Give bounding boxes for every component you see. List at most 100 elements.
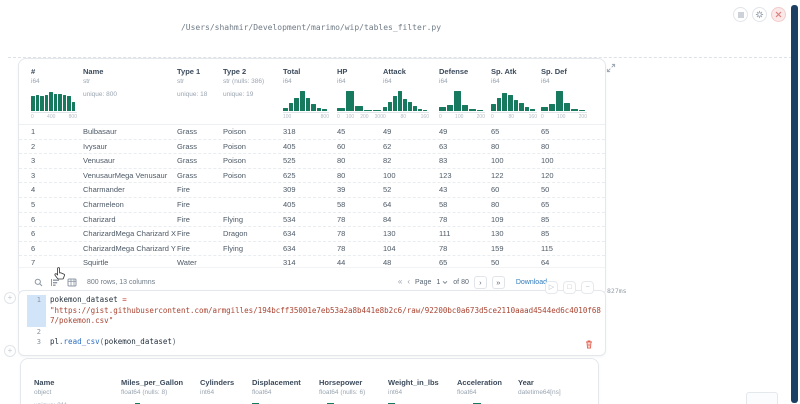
first-page-button[interactable]: «	[397, 277, 403, 286]
table-cell: 7	[31, 258, 36, 268]
column-header-col[interactable]: # i64 0 400 800	[31, 66, 83, 124]
column-name: Attack	[383, 67, 406, 76]
column-header-cylinders[interactable]: Cylinders int64	[200, 377, 252, 404]
column-name: Year	[518, 378, 534, 387]
code-editor[interactable]: 1 pokemon_dataset = "https://gist.githubus…	[18, 290, 606, 356]
last-page-button[interactable]: »	[491, 275, 505, 289]
column-header-type-1[interactable]: Type 1 str unique: 18	[177, 66, 223, 124]
column-name: Displacement	[252, 378, 301, 387]
column-header-weight-in-lbs[interactable]: Weight_in_lbs int64	[388, 377, 457, 404]
table-cell: 52	[383, 185, 392, 195]
next-page-button[interactable]: ›	[473, 275, 487, 289]
column-name: Type 2	[223, 67, 247, 76]
code-text: pl.read_csv(pokemon_dataset)	[50, 337, 177, 346]
table-cell: 525	[283, 156, 296, 166]
expand-output-icon[interactable]	[606, 63, 616, 73]
collapse-cell-button[interactable]: −	[581, 281, 594, 294]
table-cell: 405	[283, 199, 296, 209]
add-cell-above-button[interactable]: +	[4, 292, 16, 304]
column-name: HP	[337, 67, 348, 76]
column-header-defense[interactable]: Defense i64 0 100 200	[439, 66, 491, 124]
table-cell: 78	[337, 243, 346, 253]
table-cell: 83	[439, 156, 448, 166]
run-cell-button[interactable]: ▷	[545, 281, 558, 294]
page-value: 1	[436, 278, 441, 286]
table-cell: 80	[491, 199, 500, 209]
column-header-type-2[interactable]: Type 2 str (nulls: 386) unique: 19	[223, 66, 283, 124]
table-cell: Bulbasaur	[83, 127, 117, 136]
table-view-icon[interactable]	[67, 278, 77, 287]
table-cell: 78	[439, 243, 448, 253]
table-cell: 109	[491, 214, 504, 224]
table-cell: 634	[283, 229, 296, 239]
histogram-axis: 0 400 800	[31, 112, 77, 120]
column-header-sp-def[interactable]: Sp. Def i64 0 100 200	[541, 66, 605, 124]
column-header-year[interactable]: Year datetime64[ns]	[518, 377, 598, 404]
table-cell: 309	[283, 185, 296, 195]
table-cell: 78	[337, 214, 346, 224]
histogram-axis: 0 80 160	[383, 112, 429, 120]
column-name: Horsepower	[319, 378, 363, 387]
histogram-axis: 100 800	[283, 112, 329, 120]
table-cell: 58	[439, 199, 448, 209]
table-row: 2 Ivysaur Grass Poison 405 60 62 63 80 80	[19, 138, 605, 154]
table-cell: 111	[439, 229, 451, 239]
search-icon[interactable]	[34, 278, 43, 287]
table-cell: Grass	[177, 156, 198, 166]
column-header-attack[interactable]: Attack i64 0 80 160	[383, 66, 439, 124]
line-number: 2	[36, 327, 41, 336]
column-header-sp-atk[interactable]: Sp. Atk i64 0 80 160	[491, 66, 541, 124]
column-header-name[interactable]: Name object unique: 311	[34, 377, 121, 404]
column-dtype: float64 (nulls: 6)	[319, 389, 366, 396]
table-cell: 123	[439, 170, 452, 180]
column-header-total[interactable]: Total i64 100 800	[283, 66, 337, 124]
table-cell: 82	[383, 156, 392, 166]
column-charts-icon[interactable]	[50, 278, 60, 287]
table-row: 6 CharizardMega Charizard X Fire Dragon 634 7…	[19, 226, 605, 241]
table-cell: 60	[491, 185, 500, 195]
interrupt-cell-button[interactable]: □	[563, 281, 576, 294]
page-select[interactable]: 1	[436, 279, 448, 286]
column-unique-count: unique: 18	[177, 91, 208, 98]
column-dtype: int64	[388, 389, 403, 396]
table-cell: 65	[541, 199, 550, 209]
column-histogram	[541, 91, 585, 111]
column-dtype: int64	[200, 389, 215, 396]
table-cell: 65	[439, 258, 448, 268]
column-header-hp[interactable]: HP i64 0 100 200 300	[337, 66, 383, 124]
delete-cell-icon[interactable]	[585, 340, 593, 349]
column-header-acceleration[interactable]: Acceleration float64	[457, 377, 518, 404]
column-header-displacement[interactable]: Displacement float64	[252, 377, 319, 404]
histogram-axis: 0 100 200	[541, 112, 587, 120]
column-name: Miles_per_Gallon	[121, 378, 184, 387]
table-cell: 3	[31, 170, 36, 180]
prev-page-button[interactable]: ‹	[407, 277, 411, 286]
column-header-name[interactable]: Name str unique: 800	[83, 66, 177, 124]
table-cell: 130	[491, 229, 504, 239]
histogram-axis: 0 100 200 300	[337, 112, 383, 120]
add-cell-below-button[interactable]: +	[4, 345, 16, 357]
table-cell: 80	[491, 141, 500, 151]
column-histogram	[31, 91, 75, 111]
column-histogram	[337, 91, 381, 111]
table-cell: Flying	[223, 243, 244, 253]
page-scrollbar[interactable]	[791, 5, 798, 403]
menu-button[interactable]	[733, 7, 748, 22]
table-cell: 2	[31, 141, 36, 151]
table-cell: Fire	[177, 199, 190, 209]
histogram-axis: 0 100 200	[439, 112, 485, 120]
table-cell: Charmander	[83, 185, 125, 195]
table-cell: 4	[31, 185, 36, 195]
table-cell: 130	[383, 229, 396, 239]
table-cell: 634	[283, 243, 296, 253]
settings-button[interactable]	[752, 7, 767, 22]
column-dtype: i64	[439, 78, 448, 85]
table-cell: 100	[383, 170, 396, 180]
table2-header-row: Name object unique: 311 Miles_per_Gallonflo…	[21, 359, 598, 404]
line-number	[27, 305, 46, 316]
table-cell: 100	[541, 156, 554, 166]
table-cell: 64	[541, 258, 550, 268]
column-header-miles-per-gallon[interactable]: Miles_per_Gallon float64 (nulls: 8)	[121, 377, 200, 404]
column-header-horsepower[interactable]: Horsepower float64 (nulls: 6)	[319, 377, 388, 404]
close-button[interactable]	[771, 7, 786, 22]
